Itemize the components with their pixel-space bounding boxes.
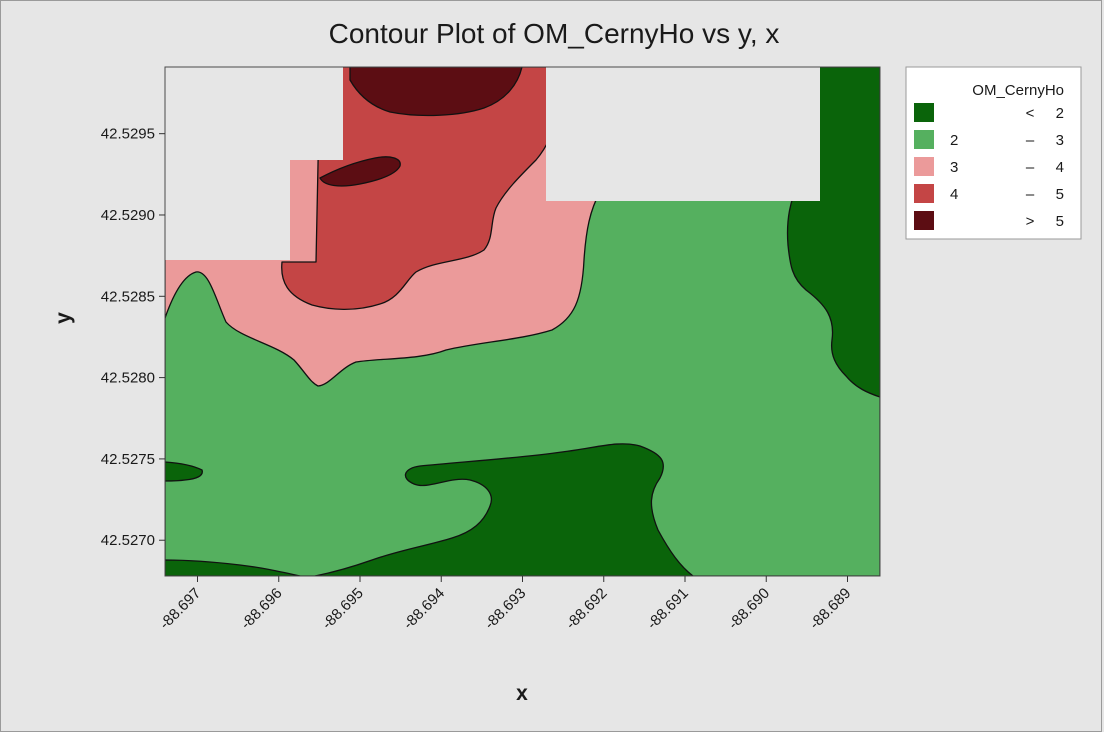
contour-region-lt2-left-bottom bbox=[165, 559, 301, 576]
legend-box bbox=[905, 66, 1082, 240]
y-tick-label: 42.5285 bbox=[101, 288, 155, 305]
x-tick-label: -88.690 bbox=[725, 585, 773, 633]
missing-region-right bbox=[546, 67, 820, 201]
contour-region-lt2-bottom bbox=[314, 443, 694, 576]
y-axis: 42.5295 42.5290 42.5285 42.5280 42.5275 42.52… bbox=[101, 126, 165, 549]
contour-region-lt2-left-small bbox=[165, 461, 203, 482]
legend-swatch bbox=[914, 103, 934, 122]
y-tick-label: 42.5270 bbox=[101, 532, 155, 549]
legend-swatch bbox=[914, 211, 934, 230]
y-tick-label: 42.5280 bbox=[101, 370, 155, 387]
legend-swatch bbox=[914, 157, 934, 176]
x-tick-label: -88.692 bbox=[563, 585, 611, 633]
legend-low: 2 bbox=[950, 132, 958, 149]
legend-high: 5 bbox=[1056, 186, 1064, 203]
contour-region-gt5-blob bbox=[319, 156, 401, 187]
x-axis-label: x bbox=[516, 682, 528, 705]
x-tick-label: -88.695 bbox=[319, 585, 367, 633]
x-axis: -88.697 -88.696 -88.695 -88.694 -88.693 -88.6… bbox=[156, 576, 854, 633]
chart-title: Contour Plot of OM_CernyHo vs y, x bbox=[329, 18, 780, 49]
legend-operator: – bbox=[1026, 186, 1035, 203]
window-bottom-edge bbox=[0, 732, 1104, 740]
plot-area bbox=[164, 66, 881, 577]
y-tick-label: 42.5290 bbox=[101, 207, 155, 224]
y-tick-label: 42.5295 bbox=[101, 126, 155, 143]
x-tick-label: -88.696 bbox=[238, 585, 286, 633]
legend: OM_CernyHo <2 2 – 3 3 – 4 4 – 5 > 5 bbox=[905, 66, 1082, 240]
legend-swatch bbox=[914, 184, 934, 203]
x-tick-label: -88.693 bbox=[481, 585, 529, 633]
legend-operator: > bbox=[1026, 213, 1035, 230]
legend-operator: – bbox=[1026, 132, 1035, 149]
x-tick-label: -88.697 bbox=[156, 585, 204, 633]
legend-high: 5 bbox=[1056, 213, 1064, 230]
legend-title: OM_CernyHo bbox=[972, 82, 1064, 99]
y-axis-label: y bbox=[52, 312, 75, 324]
legend-swatch bbox=[914, 130, 934, 149]
legend-high: 4 bbox=[1056, 159, 1064, 176]
x-tick-label: -88.689 bbox=[806, 585, 854, 633]
x-tick-label: -88.694 bbox=[400, 585, 448, 633]
legend-operator: – bbox=[1026, 159, 1035, 176]
legend-low: 3 bbox=[950, 159, 958, 176]
legend-high: 2 bbox=[1056, 105, 1064, 122]
missing-region-left bbox=[165, 67, 343, 260]
legend-low: 4 bbox=[950, 186, 958, 203]
legend-high: 3 bbox=[1056, 132, 1064, 149]
y-tick-label: 42.5275 bbox=[101, 451, 155, 468]
legend-operator: < bbox=[1026, 105, 1035, 122]
x-tick-label: -88.691 bbox=[644, 585, 692, 633]
contour-region-gt5-top bbox=[349, 67, 523, 117]
